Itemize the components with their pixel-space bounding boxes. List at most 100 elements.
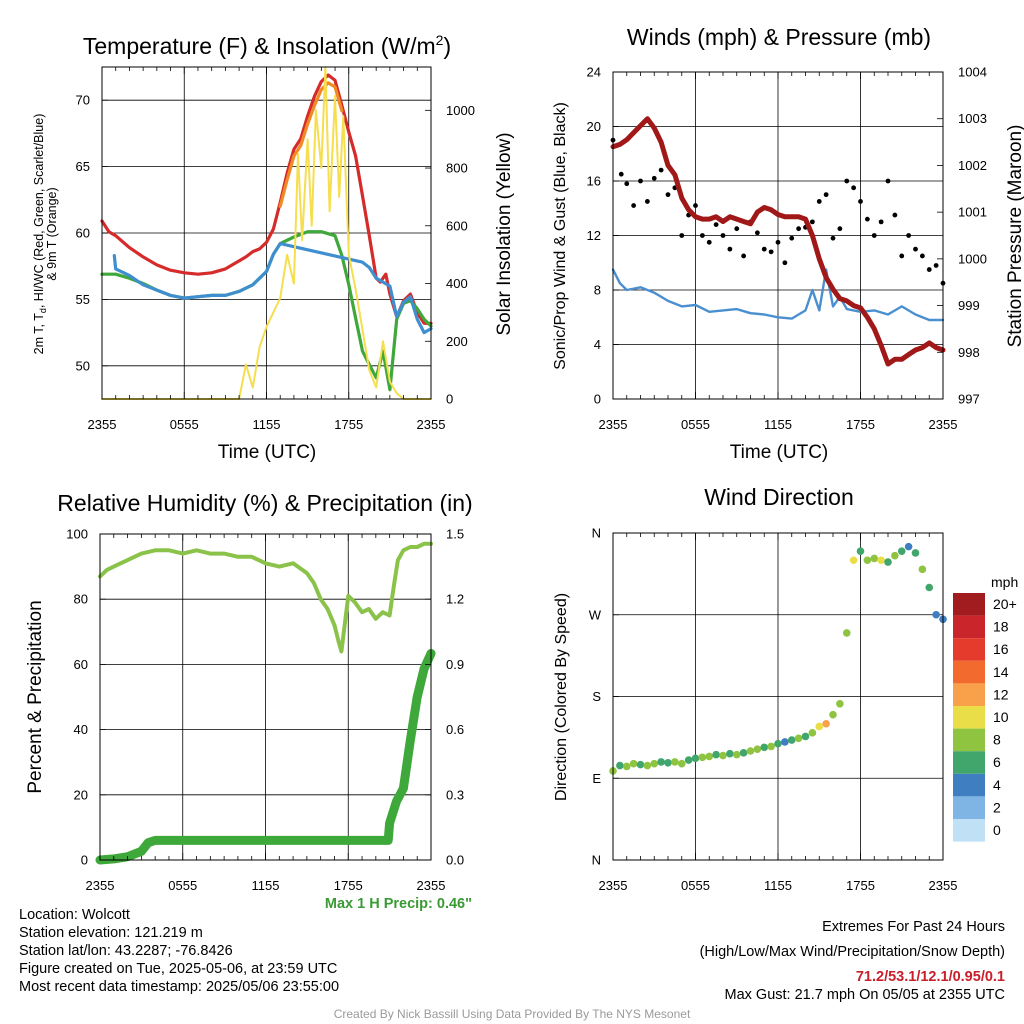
humidity-panel: 2355 0555 1155 1755 2355 0 20 40 60 80 100 0.0 0.3 0.…: [66, 527, 464, 894]
y2-tick-label: 0.9: [446, 657, 464, 672]
direction-point: [787, 736, 796, 744]
direction-point: [884, 558, 892, 566]
y2-tick-label: 0.6: [446, 722, 464, 737]
gust-point: [858, 199, 863, 204]
x-tick-label: 0555: [170, 417, 199, 432]
gust-point: [761, 246, 767, 252]
elevation-text: Station elevation: 121.219 m: [19, 925, 203, 941]
series-line: [610, 116, 946, 367]
x-tick-label: 0555: [168, 878, 197, 893]
y-tick-label: E: [592, 771, 601, 786]
legend-swatch: [953, 706, 985, 729]
x-tick-label: 1755: [334, 878, 363, 893]
gust-point: [782, 260, 788, 266]
gust-point: [754, 230, 760, 236]
series-line: [100, 73, 433, 325]
rh-ylabel-left: Percent & Precipitation: [25, 600, 46, 793]
legend-label: 10: [993, 709, 1009, 725]
direction-point: [712, 750, 720, 759]
direction-point: [636, 760, 645, 769]
y2-tick-label: 400: [446, 276, 468, 291]
temp-xlabel: Time (UTC): [218, 442, 317, 463]
gust-point: [693, 203, 698, 208]
y-tick-label: 65: [76, 159, 90, 174]
direction-point: [808, 729, 817, 737]
direction-point: [815, 722, 824, 731]
direction-point: [774, 739, 782, 748]
legend-swatch: [953, 728, 985, 752]
gust-point: [651, 175, 657, 181]
gust-point: [933, 263, 939, 268]
direction-point: [684, 756, 693, 764]
direction-point: [863, 556, 872, 565]
gust-point: [706, 239, 712, 245]
direction-point: [842, 629, 851, 637]
wind-ylabel-left: Sonic/Prop Wind & Gust (Blue, Black): [552, 102, 569, 370]
legend-label: 18: [993, 619, 1009, 635]
y-tick-label: 50: [76, 358, 90, 373]
y-tick-label: 100: [66, 527, 88, 542]
y2-tick-label: 1000: [958, 251, 987, 266]
y-tick-label: N: [592, 526, 601, 541]
y-tick-label: 60: [74, 657, 88, 672]
legend-swatch: [953, 751, 985, 774]
gust-point: [644, 199, 650, 204]
y2-tick-label: 1001: [958, 205, 987, 220]
x-tick-label: 1755: [846, 878, 875, 893]
direction-point: [643, 761, 652, 770]
gust-point: [796, 226, 802, 232]
direction-point: [650, 759, 659, 768]
speed-legend: 20+ 18 16 14 12 10 8 6 4 2 0: [953, 593, 1017, 842]
x-tick-label: 2355: [929, 878, 958, 893]
direction-point: [671, 758, 679, 766]
direction-point: [698, 753, 707, 762]
extremes-values: 71.2/53.1/12.1/0.95/0.1: [855, 969, 1005, 985]
legend-label: 4: [993, 777, 1001, 793]
wdir-ylabel-left: Direction (Colored By Speed): [553, 593, 570, 801]
max-gust-text: Max Gust: 21.7 mph On 05/05 at 2355 UTC: [724, 987, 1005, 1003]
legend-label: 2: [993, 799, 1001, 815]
y2-tick-label: 1003: [958, 111, 987, 126]
x-tick-label: 2355: [599, 417, 628, 432]
created-text: Figure created on Tue, 2025-05-06, at 23…: [19, 961, 338, 977]
direction-point: [739, 749, 748, 757]
y2-tick-label: 0.3: [446, 787, 464, 802]
wind-xlabel: Time (UTC): [730, 442, 829, 463]
x-tick-label: 2355: [88, 417, 117, 432]
temp-ylabel-left-2: & 9m T (Orange): [45, 187, 59, 280]
legend-swatch: [953, 796, 985, 819]
rh-title: Relative Humidity (%) & Precipitation (i…: [57, 490, 472, 516]
y-tick-label: N: [592, 853, 601, 868]
y-tick-label: W: [589, 607, 602, 622]
max-precip-label: Max 1 H Precip: 0.46": [324, 896, 472, 912]
direction-point: [719, 751, 727, 760]
legend-swatch: [953, 773, 985, 797]
y-tick-label: 12: [587, 228, 601, 243]
y-tick-label: 70: [76, 93, 90, 108]
y2-tick-label: 800: [446, 161, 468, 176]
wind-direction-panel: 2355 0555 1155 1755 2355 N E S W N: [589, 526, 958, 894]
temperature-panel: 2355 0555 1155 1755 2355 50 55 60 65 70 0 200 400 600…: [76, 66, 475, 432]
gust-point: [618, 171, 624, 177]
x-tick-label: 0555: [681, 417, 710, 432]
series-line: [98, 541, 433, 654]
extremes-info: Extremes For Past 24 Hours (High/Low/Max…: [700, 918, 1005, 1004]
y-tick-label: 16: [587, 174, 601, 189]
gust-point: [713, 222, 719, 228]
direction-point: [767, 742, 775, 751]
x-tick-label: 2355: [599, 878, 628, 893]
direction-point: [911, 549, 920, 557]
gust-point: [913, 246, 918, 252]
y-tick-label: 0: [594, 392, 601, 407]
direction-point: [849, 556, 858, 565]
latlon-text: Station lat/lon: 43.2287; -76.8426: [19, 943, 233, 959]
y-tick-label: 40: [74, 722, 88, 737]
x-tick-label: 2355: [417, 878, 446, 893]
direction-point: [746, 747, 755, 755]
legend-swatch: [953, 819, 985, 842]
legend-label: 14: [993, 664, 1009, 680]
x-tick-label: 1155: [252, 878, 280, 893]
gust-point: [775, 239, 781, 245]
legend-label: 16: [993, 641, 1009, 657]
